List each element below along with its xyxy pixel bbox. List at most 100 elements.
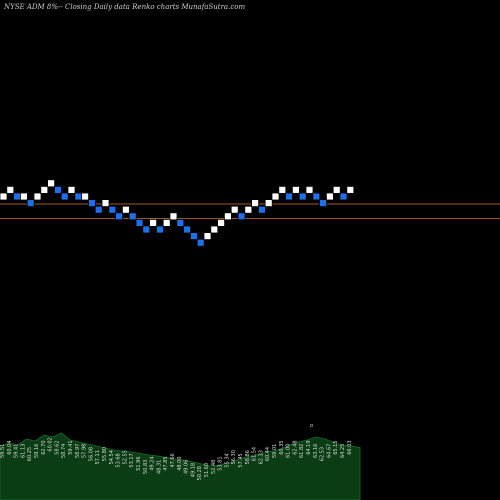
price-label: 52.48 xyxy=(211,460,217,474)
price-label: 62.70 xyxy=(41,440,47,454)
marker-symbol: o xyxy=(310,423,313,429)
price-label: 62.33 xyxy=(258,450,264,464)
renko-brick xyxy=(285,192,294,201)
renko-brick xyxy=(169,212,178,221)
renko-brick xyxy=(264,199,273,208)
price-label: 64.25 xyxy=(340,444,346,458)
price-label: 51.60 xyxy=(204,463,210,477)
price-label: 57.98 xyxy=(82,444,88,458)
reference-lines xyxy=(0,203,500,220)
renko-brick xyxy=(183,225,192,234)
renko-brick xyxy=(122,205,130,214)
renko-brick xyxy=(26,199,35,208)
renko-brick xyxy=(319,199,328,208)
price-label: 55.34 xyxy=(224,453,230,467)
price-label: 49.24 xyxy=(150,456,156,470)
renko-brick xyxy=(217,218,226,227)
price-label: 54.54 xyxy=(109,450,115,464)
price-label: 59.41 xyxy=(14,444,20,458)
renko-brick xyxy=(128,212,137,221)
renko-brick xyxy=(257,205,266,214)
renko-brick xyxy=(54,185,62,194)
renko-brick xyxy=(312,192,321,201)
price-label: 50.83 xyxy=(143,460,149,474)
renko-brick xyxy=(115,212,123,221)
price-label: 49.18 xyxy=(190,463,196,477)
renko-brick xyxy=(223,212,232,221)
renko-brick xyxy=(278,185,287,194)
volume-polygon xyxy=(0,432,361,500)
renko-brick xyxy=(332,185,341,194)
price-label: 58.74 xyxy=(61,444,67,458)
price-label: 58.97 xyxy=(75,444,81,458)
renko-brick xyxy=(74,192,83,201)
renko-brick xyxy=(67,185,76,194)
price-labels: 59.51 60.04 59.41 61.13 60.25 59.16 62.70 60.02… xyxy=(0,437,353,480)
price-label: 59.01 xyxy=(272,444,278,458)
renko-brick xyxy=(176,218,185,227)
price-label: 48.31 xyxy=(156,460,162,474)
renko-brick xyxy=(210,225,219,234)
renko-brick xyxy=(230,205,239,214)
renko-brick xyxy=(325,192,334,201)
renko-brick xyxy=(339,192,348,201)
renko-brick xyxy=(101,199,110,208)
price-label: 48.00 xyxy=(177,456,183,470)
renko-brick xyxy=(135,218,144,227)
price-label: 60.25 xyxy=(27,447,33,461)
price-label: 60.35 xyxy=(279,440,285,454)
price-label: 50.28 xyxy=(197,466,203,480)
renko-brick xyxy=(60,192,69,201)
price-label: 60.02 xyxy=(48,437,54,451)
renko-brick xyxy=(19,192,28,201)
renko-brick xyxy=(6,185,15,194)
renko-brick xyxy=(237,212,246,221)
renko-brick xyxy=(244,205,253,214)
renko-brick xyxy=(88,199,96,208)
price-label: 61.82 xyxy=(299,444,305,458)
price-label: 51.96 xyxy=(136,456,142,470)
price-label: 59.51 xyxy=(0,444,6,458)
price-label: 62.48 xyxy=(292,440,298,454)
renko-brick xyxy=(346,185,355,194)
renko-brick xyxy=(13,192,22,201)
price-label: 52.55 xyxy=(122,450,128,464)
price-label: 61.54 xyxy=(252,447,258,461)
price-label: 56.30 xyxy=(231,450,237,464)
price-label: 59.16 xyxy=(34,444,40,458)
renko-brick xyxy=(142,225,151,234)
price-label: 47.66 xyxy=(170,453,176,467)
price-label: 60.44 xyxy=(265,447,271,461)
renko-brick xyxy=(0,192,8,201)
renko-brick xyxy=(40,185,49,194)
renko-brick xyxy=(155,225,164,234)
renko-brick xyxy=(162,218,171,227)
chart-title: NYSE ADM 8%-- Closing Daily data Renko c… xyxy=(3,3,245,11)
price-label: 53.81 xyxy=(218,456,224,470)
renko-brick xyxy=(149,218,158,227)
price-label: 53.17 xyxy=(129,453,135,467)
price-label: 56.08 xyxy=(88,447,94,461)
price-label: 55.80 xyxy=(102,447,108,461)
price-label: 49.06 xyxy=(184,460,190,474)
renko-brick xyxy=(108,205,117,214)
price-label: 64.67 xyxy=(326,444,332,458)
price-label: 65.15 xyxy=(333,440,339,454)
renko-brick xyxy=(305,185,314,194)
renko-brick xyxy=(298,192,307,201)
renko-brick xyxy=(81,192,89,201)
renko-brick xyxy=(291,185,300,194)
price-label: 63.16 xyxy=(313,444,319,458)
price-label: 64.19 xyxy=(306,440,312,454)
price-label: 61.00 xyxy=(286,444,292,458)
price-label: 59.41 xyxy=(68,440,74,454)
renko-brick xyxy=(271,192,280,201)
renko-brick xyxy=(94,205,103,214)
price-label: 57.45 xyxy=(238,453,244,467)
price-label: 57.11 xyxy=(95,450,101,464)
price-label: 58.86 xyxy=(245,450,251,464)
price-label: 66.03 xyxy=(347,440,353,454)
price-label: 47.85 xyxy=(163,456,169,470)
